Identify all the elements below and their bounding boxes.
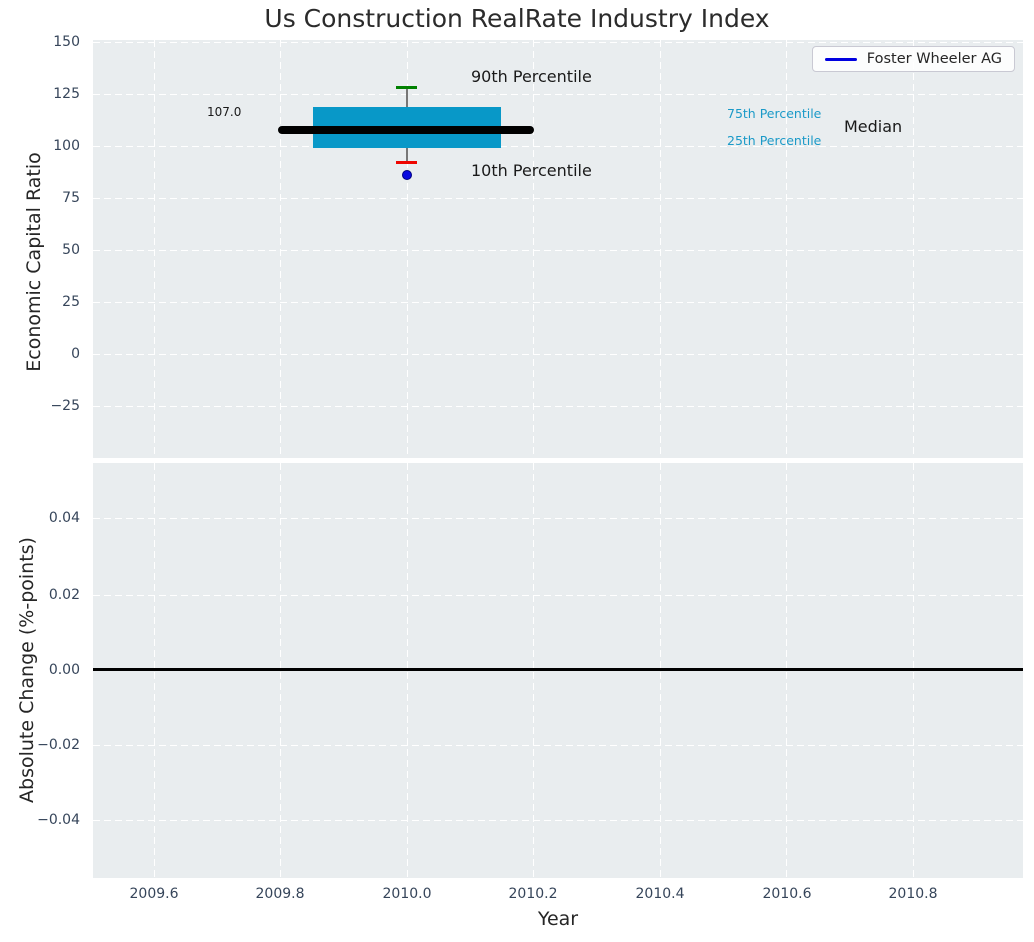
xtick-label: 2010.4 <box>635 886 685 902</box>
median-label: Median <box>844 117 903 136</box>
xtick-label: 2010.0 <box>382 886 432 902</box>
ytick-label: 0.00 <box>48 662 80 678</box>
gridline <box>93 406 1023 407</box>
median-value-label: 107.0 <box>207 105 242 119</box>
ytick-label: 125 <box>53 86 80 102</box>
gridline <box>786 40 787 458</box>
top-axes: 107.0 90th Percentile 10th Percentile 75… <box>93 40 1023 458</box>
p25-label: 25th Percentile <box>727 133 822 148</box>
xtick-label: 2010.8 <box>888 886 938 902</box>
chart-title: Us Construction RealRate Industry Index <box>264 4 770 33</box>
ytick-label: 75 <box>62 190 80 206</box>
gridline <box>407 463 408 878</box>
ytick-label: 25 <box>62 294 80 310</box>
gridline <box>154 463 155 878</box>
p10-cap <box>396 161 417 164</box>
xtick-label: 2010.2 <box>508 886 558 902</box>
gridline <box>93 250 1023 251</box>
x-axis-label: Year <box>537 908 579 930</box>
legend-label: Foster Wheeler AG <box>866 51 1002 67</box>
gridline <box>913 463 914 878</box>
gridline <box>93 302 1023 303</box>
gridline <box>93 94 1023 95</box>
xtick-label: 2009.8 <box>255 886 305 902</box>
p10-label: 10th Percentile <box>471 161 592 180</box>
gridline <box>533 463 534 878</box>
ytick-label: 100 <box>53 138 80 154</box>
gridline <box>913 40 914 458</box>
gridline <box>407 40 408 458</box>
ytick-label: −25 <box>50 398 80 414</box>
ytick-label: −0.04 <box>37 812 80 828</box>
ytick-label: −0.02 <box>37 737 80 753</box>
ytick-label: 50 <box>62 242 80 258</box>
xtick-label: 2009.6 <box>129 886 179 902</box>
gridline <box>93 198 1023 199</box>
gridline <box>93 595 1023 596</box>
gridline <box>280 463 281 878</box>
ytick-label: 0.04 <box>48 510 80 526</box>
gridline <box>93 745 1023 746</box>
zero-reference-line <box>93 668 1023 671</box>
gridline <box>660 463 661 878</box>
gridline <box>93 42 1023 43</box>
ytick-label: 0.02 <box>48 587 80 603</box>
gridline <box>93 146 1023 147</box>
gridline <box>93 518 1023 519</box>
gridline <box>154 40 155 458</box>
ytick-label: 150 <box>53 34 80 50</box>
top-y-axis-label: Economic Capital Ratio <box>23 152 45 372</box>
bottom-y-axis-label: Absolute Change (%-points) <box>16 537 38 803</box>
gridline <box>93 670 1023 671</box>
xtick-label: 2010.6 <box>762 886 812 902</box>
bottom-axes <box>93 463 1023 878</box>
gridline <box>93 820 1023 821</box>
p75-label: 75th Percentile <box>727 106 822 121</box>
p90-label: 90th Percentile <box>471 67 592 86</box>
gridline <box>533 40 534 458</box>
company-data-point <box>402 170 412 180</box>
p90-cap <box>396 86 417 89</box>
ytick-label: 0 <box>71 346 80 362</box>
legend: Foster Wheeler AG <box>811 46 1015 72</box>
median-line <box>278 126 534 134</box>
gridline <box>786 463 787 878</box>
legend-line-sample <box>824 57 857 61</box>
gridline <box>93 354 1023 355</box>
gridline <box>280 40 281 458</box>
gridline <box>660 40 661 458</box>
